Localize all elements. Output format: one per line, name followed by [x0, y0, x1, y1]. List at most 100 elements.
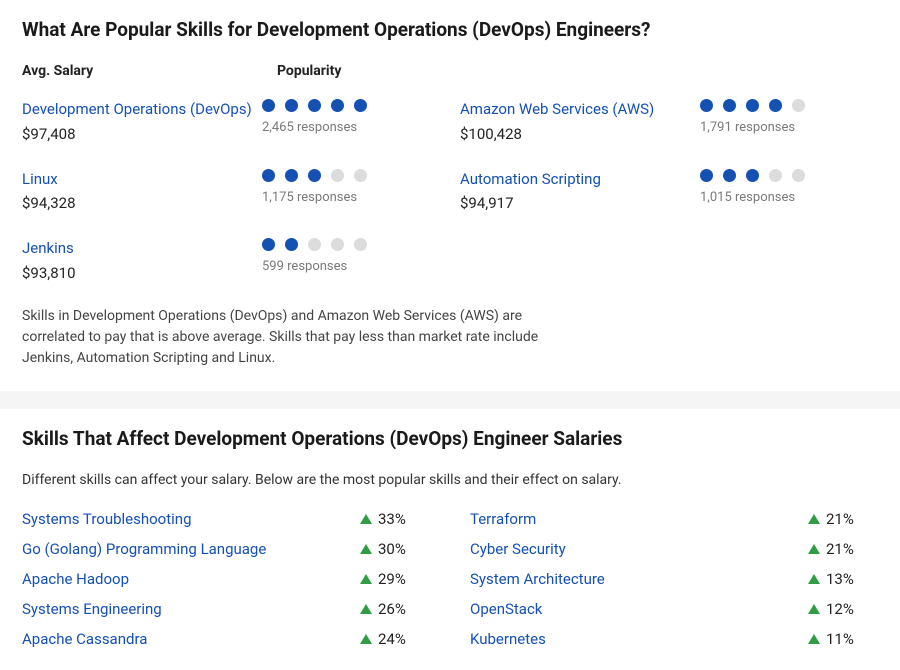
skill-cell: Linux$94,3281,175 responses — [22, 167, 440, 213]
dot-empty-icon — [354, 169, 367, 182]
skill-name-link[interactable]: Amazon Web Services (AWS) — [460, 97, 690, 123]
dot-filled-icon — [354, 99, 367, 112]
responses-count: 2,465 responses — [262, 120, 440, 135]
skill-name-link[interactable]: Jenkins — [22, 236, 252, 262]
effect-percent: 11% — [808, 630, 878, 648]
column-headers: Avg. Salary Popularity — [22, 63, 878, 79]
triangle-up-icon — [808, 544, 820, 554]
triangle-up-icon — [360, 634, 372, 644]
effect-percent: 21% — [808, 540, 878, 558]
effect-row: OpenStack 12% — [470, 600, 878, 618]
dot-filled-icon — [262, 99, 275, 112]
popularity-dots — [262, 238, 440, 251]
dot-empty-icon — [354, 238, 367, 251]
dot-filled-icon — [746, 99, 759, 112]
effect-skill-link[interactable]: Cyber Security — [470, 540, 566, 558]
dot-empty-icon — [331, 169, 344, 182]
responses-count: 599 responses — [262, 259, 440, 274]
triangle-up-icon — [360, 604, 372, 614]
effect-percent: 13% — [808, 570, 878, 588]
skill-cell: Automation Scripting$94,917 1,015 respons… — [460, 167, 878, 213]
effect-skill-link[interactable]: Go (Golang) Programming Language — [22, 540, 266, 558]
effect-skill-link[interactable]: Systems Engineering — [22, 600, 162, 618]
responses-count: 1,791 responses — [700, 120, 878, 135]
skill-salary: $100,428 — [460, 125, 690, 143]
effect-percent: 26% — [360, 600, 430, 618]
skill-cell: Jenkins $93,810 599 responses — [22, 236, 440, 282]
dot-empty-icon — [792, 99, 805, 112]
dot-empty-icon — [792, 169, 805, 182]
skill-name-link[interactable]: Development Operations (DevOps) — [22, 97, 252, 123]
dot-filled-icon — [262, 238, 275, 251]
skill-cell: Development Operations (DevOps) $97,408 2,… — [22, 97, 440, 143]
effect-skill-link[interactable]: Apache Hadoop — [22, 570, 129, 588]
effect-row: System Architecture 13% — [470, 570, 878, 588]
dot-filled-icon — [723, 99, 736, 112]
effect-percent-value: 13% — [826, 570, 854, 588]
effect-percent: 30% — [360, 540, 430, 558]
effect-percent-value: 24% — [378, 630, 406, 648]
salary-effect-panel: Skills That Affect Development Operation… — [0, 409, 900, 670]
responses-count: 1,015 responses — [700, 190, 878, 205]
effect-grid: Systems Troubleshooting 33% Go (Golang) Pr… — [22, 510, 878, 648]
effect-row: Apache Hadoop 29% — [22, 570, 430, 588]
triangle-up-icon — [360, 544, 372, 554]
dot-empty-icon — [308, 238, 321, 251]
effect-percent: 21% — [808, 510, 878, 528]
effect-row: Apache Cassandra 24% — [22, 630, 430, 648]
effect-percent-value: 21% — [826, 540, 854, 558]
triangle-up-icon — [808, 514, 820, 524]
dot-filled-icon — [308, 99, 321, 112]
dot-empty-icon — [331, 238, 344, 251]
skill-name-link[interactable]: Linux — [22, 167, 252, 193]
popularity-dots — [262, 169, 440, 182]
header-avg-salary: Avg. Salary — [22, 63, 277, 79]
dot-filled-icon — [285, 169, 298, 182]
triangle-up-icon — [808, 604, 820, 614]
popularity-dots — [700, 99, 878, 112]
effect-column-left: Systems Troubleshooting 33% Go (Golang) Pr… — [22, 510, 430, 648]
effect-percent-value: 11% — [826, 630, 854, 648]
triangle-up-icon — [360, 514, 372, 524]
header-popularity: Popularity — [277, 63, 878, 79]
skill-salary: $94,917 — [460, 194, 690, 212]
skill-salary: $97,408 — [22, 125, 252, 143]
effect-percent-value: 29% — [378, 570, 406, 588]
effect-column-right: Terraform 21% Cyber Security 21% System Arch… — [470, 510, 878, 648]
skills-footnote: Skills in Development Operations (DevOps… — [22, 306, 582, 369]
dot-filled-icon — [700, 99, 713, 112]
dot-filled-icon — [308, 169, 321, 182]
effect-skill-link[interactable]: OpenStack — [470, 600, 542, 618]
effect-skill-link[interactable]: Terraform — [470, 510, 536, 528]
dot-filled-icon — [746, 169, 759, 182]
skills-grid: Development Operations (DevOps) $97,408 2,… — [22, 97, 878, 282]
popularity-dots — [262, 99, 440, 112]
salary-effect-title: Skills That Affect Development Operation… — [22, 427, 878, 450]
effect-skill-link[interactable]: Apache Cassandra — [22, 630, 147, 648]
effect-percent-value: 30% — [378, 540, 406, 558]
dot-filled-icon — [262, 169, 275, 182]
effect-skill-link[interactable]: Kubernetes — [470, 630, 546, 648]
effect-row: Terraform 21% — [470, 510, 878, 528]
effect-skill-link[interactable]: System Architecture — [470, 570, 605, 588]
effect-percent: 24% — [360, 630, 430, 648]
dot-filled-icon — [331, 99, 344, 112]
effect-row: Go (Golang) Programming Language 30% — [22, 540, 430, 558]
skill-salary: $93,810 — [22, 264, 252, 282]
effect-percent: 33% — [360, 510, 430, 528]
dot-filled-icon — [723, 169, 736, 182]
skill-name-link[interactable]: Automation Scripting — [460, 167, 690, 193]
dot-filled-icon — [285, 99, 298, 112]
salary-effect-subtitle: Different skills can affect your salary.… — [22, 472, 878, 488]
effect-row: Systems Engineering 26% — [22, 600, 430, 618]
effect-percent-value: 33% — [378, 510, 406, 528]
dot-empty-icon — [769, 169, 782, 182]
effect-row: Systems Troubleshooting 33% — [22, 510, 430, 528]
effect-percent-value: 26% — [378, 600, 406, 618]
effect-percent-value: 12% — [826, 600, 854, 618]
triangle-up-icon — [360, 574, 372, 584]
effect-percent-value: 21% — [826, 510, 854, 528]
effect-skill-link[interactable]: Systems Troubleshooting — [22, 510, 192, 528]
effect-percent: 29% — [360, 570, 430, 588]
popular-skills-title: What Are Popular Skills for Development … — [22, 18, 878, 41]
